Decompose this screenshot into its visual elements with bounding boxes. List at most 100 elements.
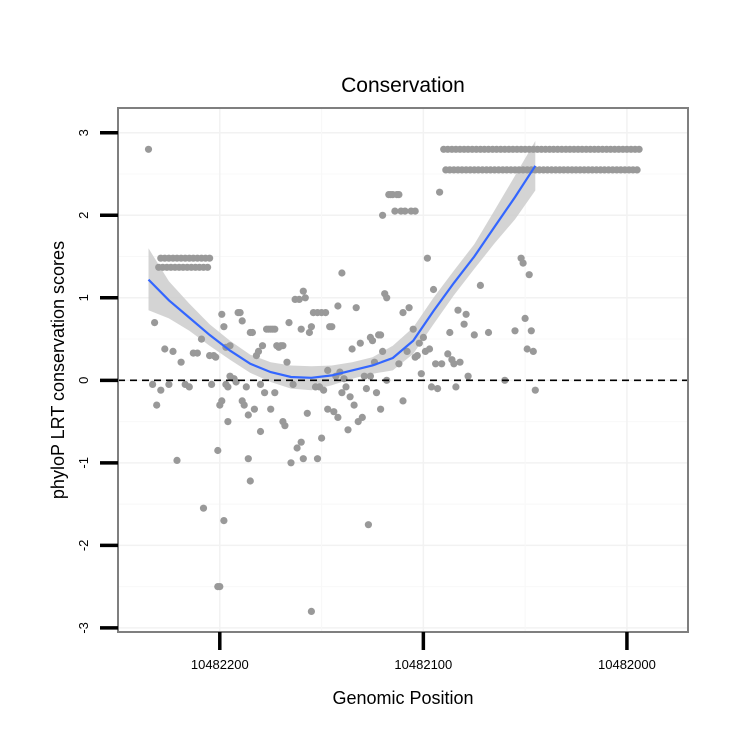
data-point	[405, 304, 413, 312]
x-axis: 10482200 10482100 10482000	[191, 632, 656, 672]
data-point	[419, 333, 427, 341]
y-tick-label: -1	[76, 457, 91, 469]
ribbon-layer	[148, 141, 536, 391]
y-tick-label: 2	[76, 212, 91, 219]
data-point	[409, 325, 417, 333]
data-point	[224, 418, 232, 426]
data-point	[415, 339, 423, 347]
data-point	[261, 389, 269, 397]
data-point	[356, 339, 364, 347]
data-point	[220, 323, 228, 331]
data-point	[161, 345, 169, 353]
data-point	[293, 444, 301, 452]
data-point	[328, 323, 336, 331]
data-point	[248, 328, 256, 337]
data-point	[429, 285, 438, 294]
data-point	[527, 327, 535, 335]
x-axis-title: Genomic Position	[332, 688, 473, 708]
data-point	[342, 383, 350, 391]
data-point	[401, 207, 409, 215]
data-point	[218, 310, 226, 318]
data-point	[153, 401, 161, 409]
data-point	[452, 383, 460, 391]
data-point	[436, 188, 444, 196]
y-axis-title: phyloP LRT conservation scores	[48, 241, 68, 499]
data-point	[531, 386, 539, 394]
data-point	[165, 380, 173, 388]
data-point	[173, 456, 181, 464]
data-point	[346, 393, 354, 401]
data-point	[470, 331, 478, 339]
data-point	[220, 517, 228, 525]
data-point	[425, 345, 434, 353]
data-point	[313, 455, 322, 463]
data-point	[444, 350, 452, 358]
data-point	[379, 347, 387, 355]
data-point	[366, 372, 374, 380]
data-point	[417, 370, 425, 378]
data-point	[383, 294, 391, 302]
data-point	[281, 422, 289, 430]
data-point	[635, 145, 643, 153]
data-point	[295, 295, 303, 303]
data-point	[279, 342, 287, 350]
data-point	[460, 320, 468, 328]
data-point	[297, 325, 305, 333]
data-point	[399, 397, 407, 405]
data-point	[377, 405, 385, 413]
data-point	[324, 405, 332, 413]
data-point	[271, 389, 279, 397]
data-point	[519, 259, 527, 267]
data-point	[413, 352, 421, 360]
data-point	[301, 294, 309, 302]
data-point	[450, 360, 458, 368]
y-tick-label: -3	[76, 622, 91, 634]
data-point	[525, 271, 533, 279]
data-point	[372, 389, 381, 397]
data-point	[423, 254, 431, 262]
data-point	[185, 383, 193, 391]
data-point	[529, 347, 537, 355]
data-point	[360, 372, 368, 380]
panel-border	[117, 107, 689, 633]
data-point	[204, 263, 212, 271]
data-point	[246, 477, 254, 485]
data-point	[454, 306, 462, 314]
data-point	[144, 145, 153, 153]
data-point	[434, 385, 442, 393]
data-point	[348, 345, 356, 353]
data-point	[244, 455, 252, 463]
data-point	[303, 409, 311, 417]
data-point	[258, 342, 267, 350]
data-point	[350, 401, 358, 409]
data-point	[438, 360, 446, 368]
data-point	[338, 269, 346, 277]
data-point	[379, 211, 387, 219]
data-point	[238, 317, 246, 325]
data-point	[169, 347, 177, 355]
data-point	[149, 380, 157, 388]
data-point	[484, 328, 493, 337]
data-point	[193, 349, 201, 357]
data-point	[214, 446, 222, 455]
data-point	[305, 328, 313, 337]
data-point	[633, 166, 641, 174]
data-point	[157, 386, 165, 394]
data-point	[338, 389, 346, 397]
data-point	[330, 408, 338, 416]
data-point	[344, 426, 352, 434]
data-point	[427, 383, 436, 391]
data-point	[216, 583, 224, 591]
smooth-layer	[147, 165, 537, 379]
data-point	[395, 191, 403, 199]
data-point	[212, 353, 220, 361]
data-point	[399, 309, 407, 317]
data-point	[307, 607, 315, 616]
data-point	[395, 360, 403, 368]
y-tick-label: 0	[76, 377, 91, 384]
data-point	[456, 358, 464, 366]
data-point	[318, 434, 326, 442]
data-point	[476, 281, 484, 289]
